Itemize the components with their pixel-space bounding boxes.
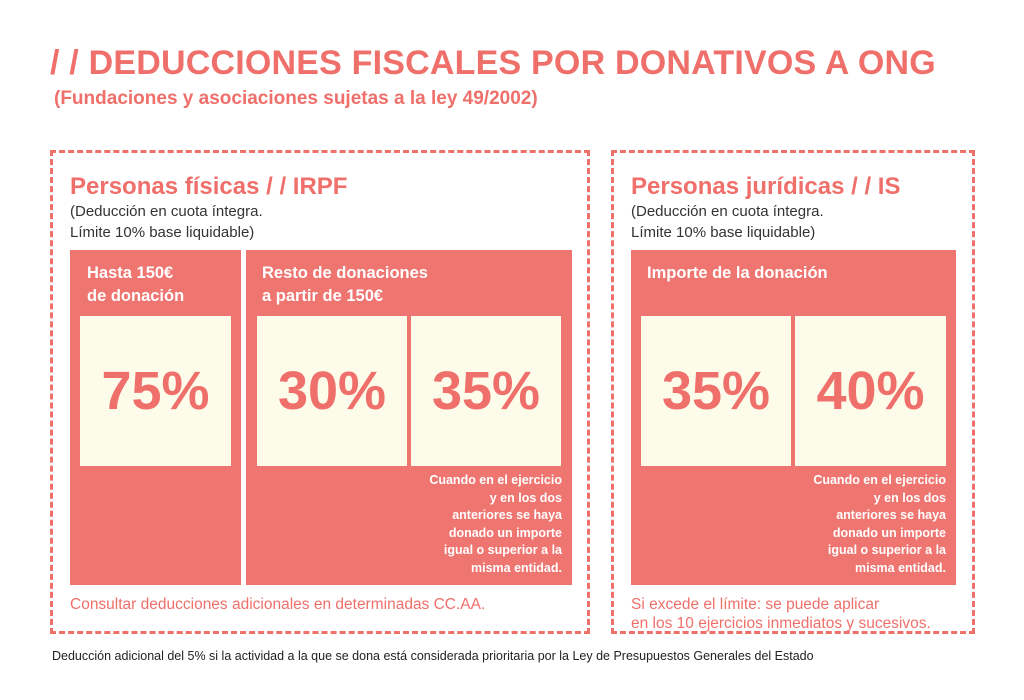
block-hasta-150: Hasta 150€ de donación 75%	[70, 250, 241, 585]
page-subtitle: (Fundaciones y asociaciones sujetas a la…	[54, 88, 538, 109]
block-label-line: a partir de 150€	[262, 287, 384, 305]
percentage-cell-30: 30%	[257, 316, 407, 466]
panel-title-is: Personas jurídicas / / IS	[631, 173, 901, 200]
page-title: / / DEDUCCIONES FISCALES POR DONATIVOS A…	[50, 44, 936, 82]
block-label-line: Hasta 150€	[87, 264, 174, 282]
panel-footnote: Consultar deducciones adicionales en det…	[70, 596, 486, 613]
panel-note-irpf: (Deducción en cuota íntegra. Límite 10% …	[70, 201, 263, 243]
condition-note: Cuando en el ejercicio y en los dos ante…	[813, 473, 946, 575]
block-importe-donacion: Importe de la donación 35% 40% Cuando en…	[631, 250, 956, 585]
panel-title-irpf: Personas físicas / / IRPF	[70, 173, 348, 200]
panel-note-line: (Deducción en cuota íntegra.	[631, 203, 824, 220]
percentage-cell-35: 35%	[411, 316, 561, 466]
condition-note: Cuando en el ejercicio y en los dos ante…	[429, 473, 562, 575]
footer-note: Deducción adicional del 5% si la activid…	[52, 649, 814, 663]
block-label-line: Resto de donaciones	[262, 264, 428, 282]
block-resto-donaciones: Resto de donaciones a partir de 150€ 30%…	[246, 250, 572, 585]
panel-note-line: Límite 10% base liquidable)	[70, 224, 255, 241]
personas-fisicas-panel: Personas físicas / / IRPF (Deducción en …	[50, 150, 590, 634]
percentage-cell-35: 35%	[641, 316, 791, 466]
panel-note-line: Límite 10% base liquidable)	[631, 224, 816, 241]
panel-footnote-line: Si excede el límite: se puede aplicar	[631, 596, 880, 613]
block-label: Importe de la donación	[647, 264, 828, 282]
panel-note-is: (Deducción en cuota íntegra. Límite 10% …	[631, 201, 824, 243]
block-label-line: de donación	[87, 287, 185, 305]
percentage-cell-75: 75%	[80, 316, 231, 466]
panel-note-line: (Deducción en cuota íntegra.	[70, 203, 263, 220]
percentage-cell-40: 40%	[795, 316, 946, 466]
panel-footnote: Si excede el límite: se puede aplicar en…	[631, 595, 931, 633]
panel-footnote-line: en los 10 ejercicios inmediatos y sucesi…	[631, 615, 931, 632]
block-label: Resto de donaciones a partir de 150€	[262, 262, 428, 308]
block-label: Hasta 150€ de donación	[87, 262, 184, 308]
personas-juridicas-panel: Personas jurídicas / / IS (Deducción en …	[611, 150, 975, 634]
